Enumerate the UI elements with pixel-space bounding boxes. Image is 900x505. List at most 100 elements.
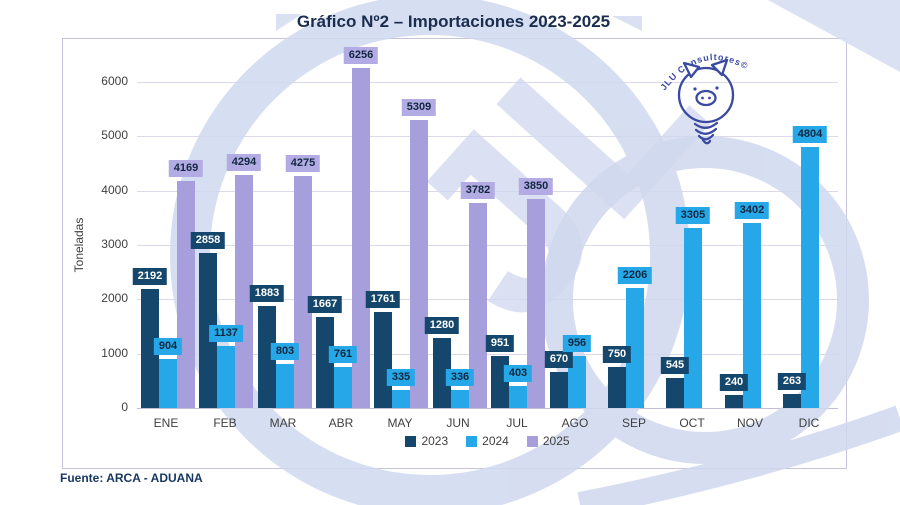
month-label-dic: DIC — [798, 416, 820, 430]
bar-value-2023-ene: 2192 — [132, 268, 168, 285]
ytick-0: 0 — [121, 400, 128, 414]
bar-2025-may — [410, 120, 428, 408]
legend-label-2023: 2023 — [421, 434, 449, 448]
bar-value-2023-oct: 545 — [660, 357, 690, 374]
bar-2023-oct — [666, 378, 684, 408]
gridline-2000 — [137, 299, 838, 300]
bar-value-2025-jun: 3782 — [460, 182, 496, 199]
bar-value-2024-abr: 761 — [328, 346, 358, 363]
watermark-ring-small — [541, 136, 869, 464]
chart-title: Gráfico Nº2 – Importaciones 2023-2025 — [296, 12, 611, 31]
month-label-sep: SEP — [621, 416, 646, 430]
watermark-swoosh-bottom-right — [577, 405, 900, 505]
ytick-6000: 6000 — [101, 74, 128, 88]
bar-2023-jun — [433, 338, 451, 408]
bar-value-2023-jun: 1280 — [424, 317, 460, 334]
bar-2024-jul — [509, 386, 527, 408]
bar-value-2023-may: 1761 — [365, 291, 401, 308]
gridline-5000 — [137, 136, 838, 137]
pig-eye-right — [715, 86, 719, 90]
bar-value-2024-jul: 403 — [503, 365, 533, 382]
month-label-ene: ENE — [153, 416, 179, 430]
bar-2024-sep — [626, 288, 644, 408]
bulb-coil-3 — [697, 133, 715, 141]
bar-value-2023-abr: 1667 — [307, 296, 343, 313]
bar-value-2025-abr: 6256 — [343, 47, 379, 64]
bar-2024-feb — [217, 346, 235, 408]
ytick-5000: 5000 — [101, 128, 128, 142]
bar-2023-ene — [141, 289, 159, 408]
pig-ear-left — [682, 61, 701, 79]
logo-arc-text: JLU Consultores© — [658, 52, 750, 92]
bar-2024-may — [392, 390, 410, 408]
bar-2024-dic — [801, 147, 819, 408]
bar-value-2023-mar: 1883 — [249, 285, 285, 302]
bar-value-2024-mar: 803 — [270, 343, 300, 360]
month-label-jun: JUN — [446, 416, 470, 430]
bulb-coil-1 — [693, 121, 719, 129]
month-label-feb: FEB — [213, 416, 237, 430]
bar-value-2024-nov: 3402 — [734, 202, 770, 219]
month-label-abr: ABR — [328, 416, 354, 430]
bar-2024-ene — [159, 359, 177, 408]
bar-2025-jul — [527, 199, 545, 408]
bar-2023-feb — [199, 253, 217, 408]
pig-snout — [695, 89, 717, 107]
bar-2024-jun — [451, 390, 469, 408]
legend-swatch-2025 — [526, 435, 538, 447]
ytick-2000: 2000 — [101, 291, 128, 305]
bar-2023-dic — [783, 394, 801, 408]
bar-value-2024-ago: 956 — [562, 335, 592, 352]
bar-value-2023-jul: 951 — [485, 335, 515, 352]
month-label-ago: AGO — [561, 416, 589, 430]
bulb-tail — [701, 138, 712, 145]
bar-value-2025-ene: 4169 — [168, 160, 204, 177]
legend-swatch-2024 — [466, 435, 478, 447]
source-note: Fuente: ARCA - ADUANA — [60, 471, 203, 485]
month-label-oct: OCT — [679, 416, 705, 430]
month-label-may: MAY — [387, 416, 413, 430]
legend-item-2025: 2025 — [526, 434, 570, 448]
ytick-1000: 1000 — [101, 346, 128, 360]
ytick-4000: 4000 — [101, 183, 128, 197]
bulb-outline — [677, 66, 735, 124]
bar-2024-abr — [334, 367, 352, 408]
pig-eye-left — [693, 87, 697, 91]
month-label-jul: JUL — [506, 416, 528, 430]
watermark-corner-wedge — [768, 0, 900, 72]
bar-2025-jun — [469, 203, 487, 408]
bar-value-2024-may: 335 — [386, 369, 416, 386]
bar-2024-mar — [276, 364, 294, 408]
lightbulb-pig-icon — [677, 58, 735, 145]
bar-value-2024-ene: 904 — [153, 338, 183, 355]
bar-2023-sep — [608, 367, 626, 408]
legend-swatch-2023 — [405, 435, 417, 447]
bar-value-2023-sep: 750 — [602, 346, 632, 363]
legend-item-2023: 2023 — [405, 434, 448, 448]
bar-2025-feb — [235, 175, 253, 408]
bar-2024-ago — [568, 356, 586, 408]
bar-value-2023-nov: 240 — [719, 374, 749, 391]
bar-value-2025-jul: 3850 — [518, 178, 554, 195]
pig-ear-right — [710, 58, 729, 77]
bar-value-2024-jun: 336 — [445, 369, 475, 386]
bar-value-2024-sep: 2206 — [617, 267, 653, 284]
watermark-title-wedge-left — [276, 14, 302, 31]
bar-2023-ago — [550, 372, 568, 408]
bar-2025-abr — [352, 68, 370, 408]
gridline-0 — [137, 408, 838, 409]
bar-value-2024-oct: 3305 — [675, 207, 711, 224]
bar-value-2023-ago: 670 — [544, 351, 574, 368]
bar-value-2025-may: 5309 — [401, 99, 437, 116]
pig-nostril-left — [701, 96, 704, 100]
bar-value-2023-dic: 263 — [777, 373, 807, 390]
bar-value-2024-dic: 4804 — [792, 126, 828, 143]
watermark-title-wedge-right — [612, 16, 642, 31]
bar-2023-nov — [725, 395, 743, 408]
bar-2024-nov — [743, 223, 761, 408]
bar-2023-mar — [258, 306, 276, 408]
pig-nostril-right — [708, 96, 711, 100]
